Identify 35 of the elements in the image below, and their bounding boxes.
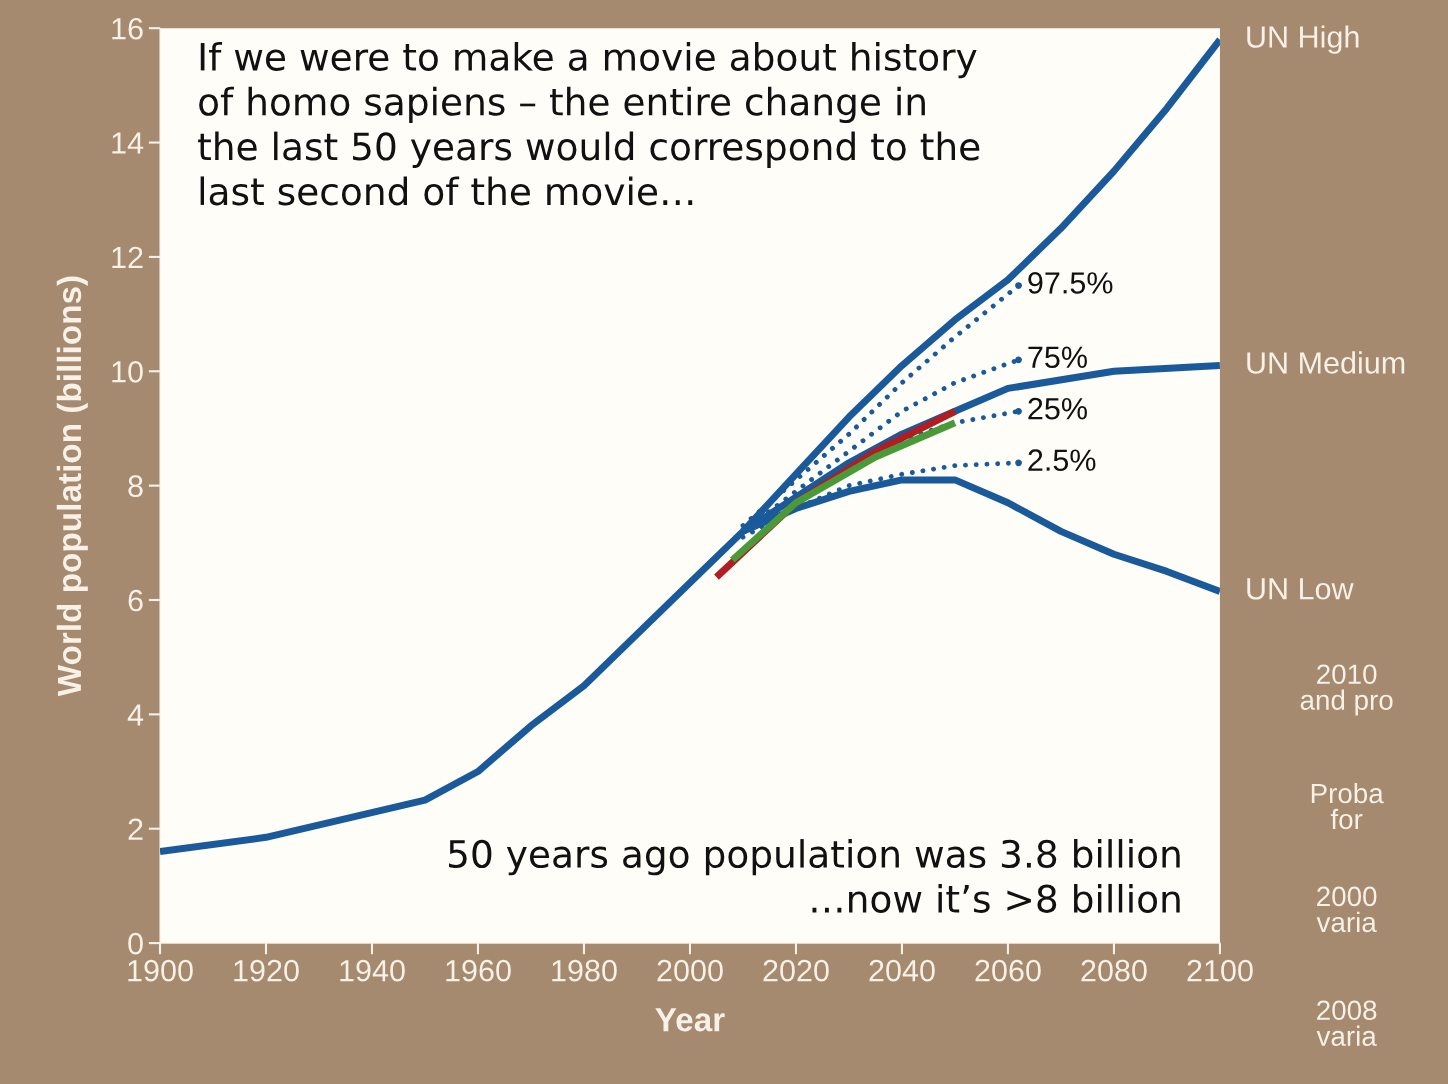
x-tick-label: 1940 — [340, 959, 405, 982]
y-tick-label: 4 — [127, 704, 144, 726]
x-axis-title: Year — [655, 1008, 725, 1032]
series-label: UN Medium — [1247, 351, 1405, 374]
y-tick-label: 16 — [112, 17, 143, 40]
text: 2000 varia — [1316, 886, 1377, 933]
x-tick-label: 1980 — [552, 959, 617, 982]
annotation: 50 years ago population was 3.8 billion …now it’s >8 billion — [449, 839, 1180, 913]
text: 2008 varia — [1316, 1000, 1377, 1046]
y-tick-label: 0 — [128, 932, 143, 955]
x-tick-label: 2020 — [763, 959, 829, 982]
text: 2010 and pro — [1300, 664, 1393, 716]
series-label: UN Low — [1247, 578, 1354, 600]
x-tick-label: 1960 — [446, 959, 511, 982]
text: Proba for — [1311, 782, 1384, 830]
series-label: UN High — [1247, 25, 1359, 54]
y-tick-label: 12 — [112, 246, 143, 268]
y-axis-title: World population (billions) — [56, 276, 88, 697]
y-tick-label: 6 — [128, 589, 143, 612]
series-label: 25% — [1028, 397, 1087, 420]
annotation: If we were to make a movie about history of homo sapiens – the entire change in the last 50 years would correspond to the last second of the movie… — [198, 41, 980, 206]
y-tick-label: 10 — [112, 361, 143, 383]
series-label: 75% — [1028, 346, 1087, 369]
x-tick-label: 1920 — [234, 959, 299, 982]
x-tick-label: 2040 — [869, 959, 935, 982]
series-label: 97.5% — [1028, 272, 1113, 294]
x-tick-label: 2060 — [975, 959, 1041, 982]
series-label: 2.5% — [1028, 449, 1096, 471]
x-tick-label: 2000 — [657, 959, 723, 982]
y-tick-label: 14 — [112, 132, 144, 154]
x-tick-label: 2080 — [1081, 959, 1147, 982]
y-tick-label: 2 — [128, 818, 143, 840]
y-tick-label: 8 — [128, 475, 143, 497]
x-tick-label: 1900 — [128, 959, 193, 982]
x-tick-label: 2100 — [1187, 959, 1253, 982]
